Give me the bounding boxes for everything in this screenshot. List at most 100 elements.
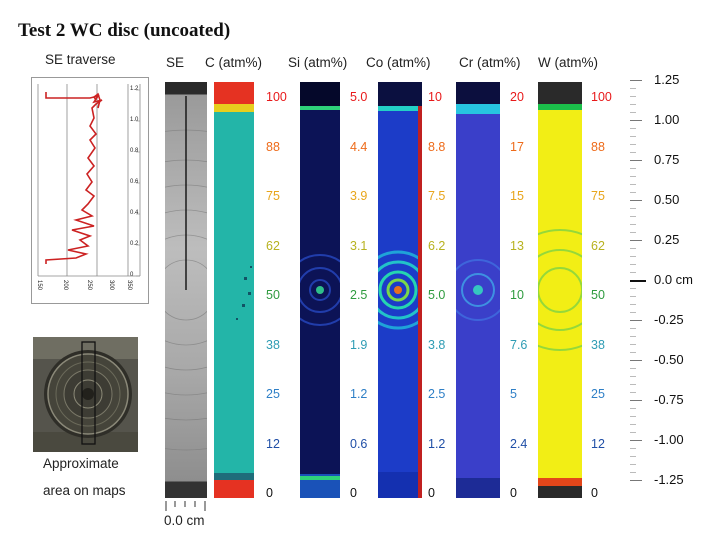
axis-major-tick [630, 240, 642, 241]
scale-label: 3.9 [350, 189, 368, 203]
se-x-tick: 350 [126, 279, 133, 291]
axis-minor-tick [630, 216, 636, 217]
axis-minor-tick [630, 288, 636, 289]
scale-label: 8.8 [428, 139, 446, 154]
disc-photo [33, 337, 138, 452]
axis-label: -1.25 [654, 472, 684, 487]
axis-minor-tick [630, 96, 636, 97]
scale-label: 38 [266, 337, 280, 352]
scale-label: 50 [591, 288, 605, 302]
w-map-strip [538, 82, 582, 498]
axis-minor-tick [630, 184, 636, 185]
axis-minor-tick [630, 152, 636, 153]
scale-label: 13 [510, 238, 524, 253]
photo-caption-line1: Approximate [43, 456, 119, 471]
scale-label: 12 [266, 436, 280, 451]
scale-label: 0 [591, 486, 598, 500]
scale-label: 5.0 [350, 90, 368, 104]
se-y-tick: 0.6 [130, 179, 139, 185]
scale-label: 25 [266, 387, 280, 401]
column-header-c: C (atm%) [205, 55, 262, 70]
horizontal-scale-ticks [165, 500, 210, 512]
axis-label: 1.00 [654, 112, 680, 127]
scale-label: 100 [591, 90, 612, 104]
scale-label: 62 [266, 238, 280, 253]
scale-label: 17 [510, 139, 524, 154]
scale-label: 1.9 [350, 337, 368, 352]
scale-label: 0.6 [350, 436, 368, 451]
figure-title: Test 2 WC disc (uncoated) [18, 20, 231, 41]
scale-label: 10 [428, 90, 442, 104]
scale-label: 5.0 [428, 288, 446, 302]
axis-major-tick [630, 160, 642, 161]
scale-label: 2.5 [350, 288, 368, 302]
axis-minor-tick [630, 464, 636, 465]
axis-minor-tick [630, 224, 636, 225]
se-x-tick: 150 [36, 279, 43, 291]
axis-minor-tick [630, 368, 636, 369]
c-map-strip [214, 82, 254, 498]
scale-label: 12 [591, 436, 605, 451]
column-header-se: SE [166, 55, 185, 70]
axis-minor-tick [630, 472, 636, 473]
column-header-cr: Cr (atm%) [459, 55, 521, 70]
scale-label: 5 [510, 387, 517, 401]
column-header-co: Co (atm%) [366, 55, 431, 70]
co-map-strip [378, 82, 422, 498]
se-y-tick: 0 [130, 272, 134, 278]
axis-minor-tick [630, 176, 636, 177]
scale-label: 10 [510, 288, 524, 302]
scale-label: 0 [510, 486, 517, 500]
se-traverse-line [45, 92, 103, 264]
axis-major-tick [630, 400, 642, 401]
scale-label: 38 [591, 337, 605, 352]
scale-label: 88 [591, 139, 605, 154]
scale-label: 1.2 [428, 436, 446, 451]
scale-label: 0 [350, 486, 357, 500]
axis-minor-tick [630, 408, 636, 409]
axis-minor-tick [630, 88, 636, 89]
scale-label: 3.8 [428, 337, 446, 352]
axis-minor-tick [630, 296, 636, 297]
scale-label: 3.1 [350, 238, 368, 253]
scale-label: 0 [266, 486, 273, 500]
se-y-tick: 0.8 [130, 148, 139, 154]
se-y-tick: 0.4 [130, 210, 139, 216]
se-y-tick: 1.2 [130, 86, 139, 92]
se-map-strip [165, 82, 207, 498]
axis-minor-tick [630, 272, 636, 273]
axis-minor-tick [630, 232, 636, 233]
axis-label: -1.00 [654, 432, 684, 447]
axis-minor-tick [630, 456, 636, 457]
axis-major-tick [630, 280, 646, 282]
axis-minor-tick [630, 112, 636, 113]
axis-major-tick [630, 200, 642, 201]
se-y-tick: 0.2 [130, 241, 139, 247]
axis-label: 0.0 cm [654, 272, 694, 287]
axis-minor-tick [630, 168, 636, 169]
column-header-si: Si (atm%) [288, 55, 348, 70]
axis-major-tick [630, 360, 642, 361]
axis-label: -0.25 [654, 312, 684, 327]
axis-minor-tick [630, 192, 636, 193]
axis-label: -0.75 [654, 392, 684, 407]
axis-major-tick [630, 440, 642, 441]
axis-label: -0.50 [654, 352, 684, 367]
axis-minor-tick [630, 384, 636, 385]
scale-label: 100 [266, 90, 287, 104]
scale-label: 75 [266, 189, 280, 203]
scale-label: 4.4 [350, 139, 368, 154]
axis-minor-tick [630, 128, 636, 129]
scale-label: 62 [591, 238, 605, 253]
scale-label: 2.5 [428, 387, 446, 401]
axis-minor-tick [630, 392, 636, 393]
scale-label: 50 [266, 288, 280, 302]
scale-label: 7.6 [510, 337, 528, 352]
cr-map-strip [456, 82, 500, 498]
axis-minor-tick [630, 312, 636, 313]
photo-caption-line2: area on maps [43, 483, 126, 498]
se-x-tick: 200 [62, 279, 69, 291]
scale-label: 7.5 [428, 189, 446, 203]
scale-label: 2.4 [510, 436, 528, 451]
se-traverse-plot: 150 200 250 300 350 1.2 1.0 0.8 0.6 0.4 … [31, 77, 149, 304]
